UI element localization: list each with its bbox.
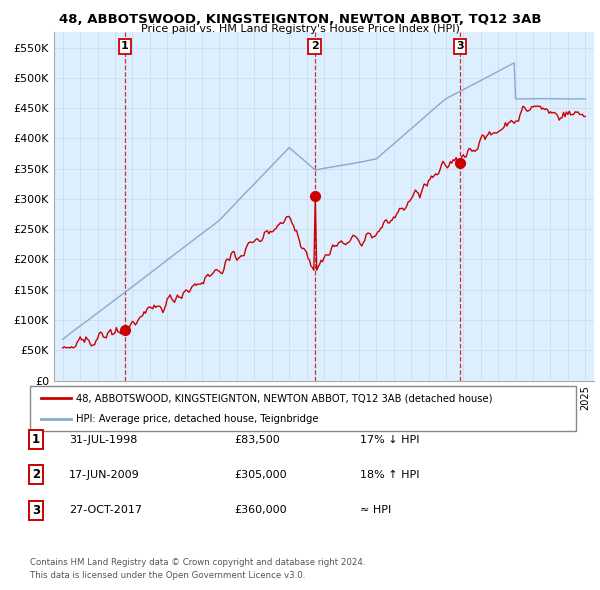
Text: HPI: Average price, detached house, Teignbridge: HPI: Average price, detached house, Teig…	[76, 414, 319, 424]
Text: £305,000: £305,000	[234, 470, 287, 480]
Text: £83,500: £83,500	[234, 435, 280, 444]
Text: 48, ABBOTSWOOD, KINGSTEIGNTON, NEWTON ABBOT, TQ12 3AB (detached house): 48, ABBOTSWOOD, KINGSTEIGNTON, NEWTON AB…	[76, 394, 493, 404]
Text: ≈ HPI: ≈ HPI	[360, 506, 391, 515]
Text: 3: 3	[32, 504, 40, 517]
Text: £360,000: £360,000	[234, 506, 287, 515]
Text: Price paid vs. HM Land Registry's House Price Index (HPI): Price paid vs. HM Land Registry's House …	[140, 24, 460, 34]
Text: 3: 3	[457, 41, 464, 51]
Text: 17% ↓ HPI: 17% ↓ HPI	[360, 435, 419, 444]
Text: 2: 2	[32, 468, 40, 481]
Text: 27-OCT-2017: 27-OCT-2017	[69, 506, 142, 515]
Text: 1: 1	[32, 433, 40, 446]
Text: 31-JUL-1998: 31-JUL-1998	[69, 435, 137, 444]
Text: 48, ABBOTSWOOD, KINGSTEIGNTON, NEWTON ABBOT, TQ12 3AB: 48, ABBOTSWOOD, KINGSTEIGNTON, NEWTON AB…	[59, 13, 541, 26]
Text: 17-JUN-2009: 17-JUN-2009	[69, 470, 140, 480]
Text: Contains HM Land Registry data © Crown copyright and database right 2024.: Contains HM Land Registry data © Crown c…	[30, 558, 365, 566]
Text: 1: 1	[121, 41, 129, 51]
Text: 2: 2	[311, 41, 319, 51]
FancyBboxPatch shape	[30, 386, 576, 431]
Text: 18% ↑ HPI: 18% ↑ HPI	[360, 470, 419, 480]
Text: This data is licensed under the Open Government Licence v3.0.: This data is licensed under the Open Gov…	[30, 571, 305, 579]
